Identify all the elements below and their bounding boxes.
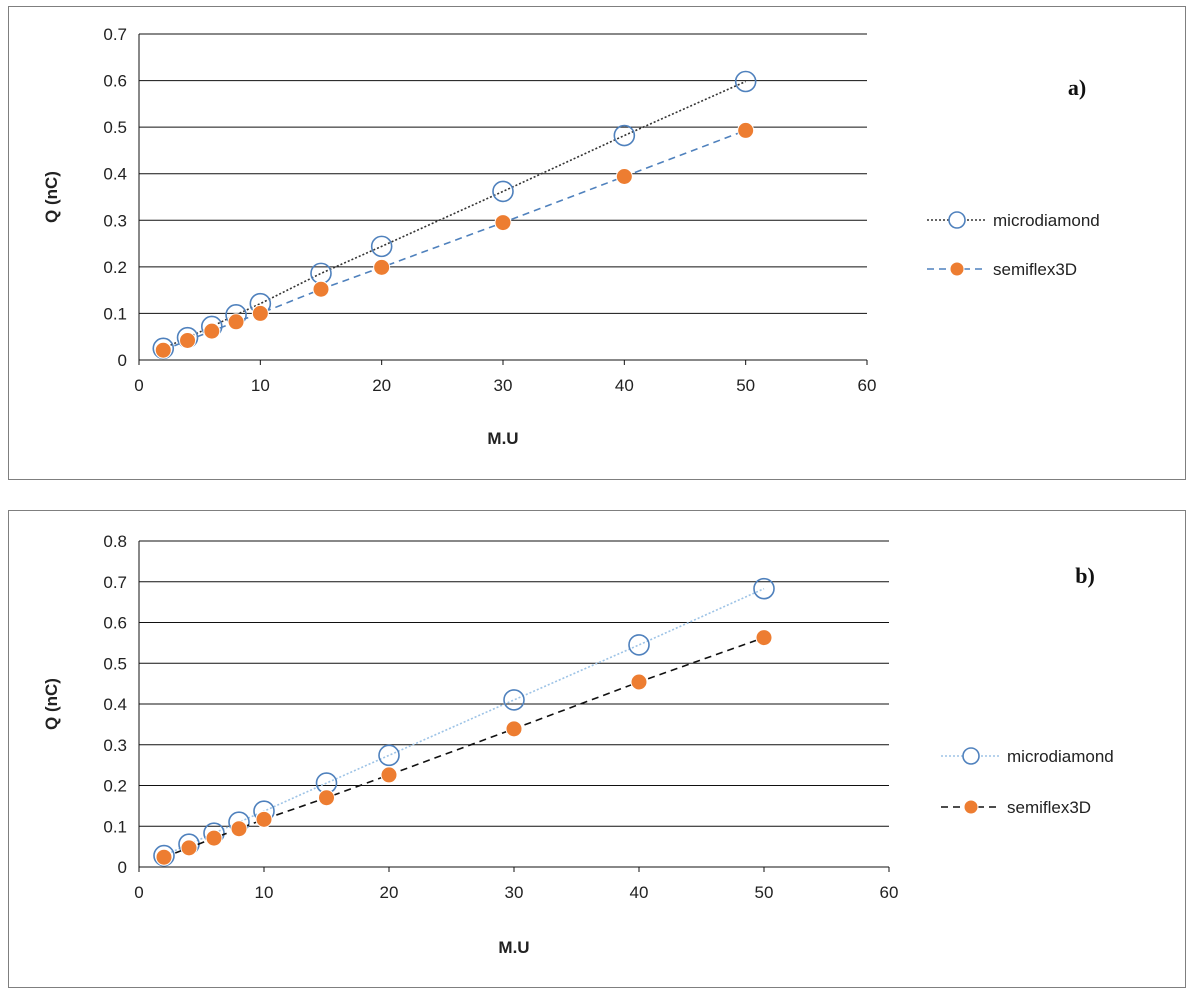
y-tick-label: 0.1 <box>103 817 127 836</box>
data-point-semiflex3D <box>505 720 523 738</box>
x-axis-title: M.U <box>498 938 529 957</box>
data-point-semiflex3D <box>179 331 197 349</box>
panel-label: a) <box>1068 75 1086 100</box>
y-tick-label: 0.6 <box>103 614 127 633</box>
chart-b-svg: 0 0.1 0.2 0.3 0.4 0.5 0.6 0.7 0.8 0 10 20 30 40 50 60 M.… <box>42 532 1114 957</box>
data-point-microdiamond <box>370 235 393 258</box>
data-point-semiflex3D <box>227 313 245 331</box>
legend-label-semiflex3D: semiflex3D <box>1007 798 1091 817</box>
series-line-microdiamond <box>163 587 765 857</box>
y-tick-label: 0.4 <box>103 695 127 714</box>
data-point-semiflex3D <box>755 629 773 647</box>
x-tick-label: 20 <box>372 376 391 395</box>
data-point-semiflex3D <box>255 810 273 828</box>
y-tick-label: 0.8 <box>103 532 127 551</box>
data-point-semiflex3D <box>318 789 335 807</box>
y-tick-label: 0 <box>118 351 127 370</box>
x-tick-label: 50 <box>755 883 774 902</box>
y-tick-label: 0.4 <box>103 165 127 184</box>
data-point-semiflex3D <box>737 121 755 139</box>
legend-label-microdiamond: microdiamond <box>1007 747 1114 766</box>
y-axis-title: Q (nC) <box>42 171 61 223</box>
data-point-microdiamond <box>492 180 514 203</box>
data-point-semiflex3D <box>630 673 648 691</box>
data-point-semiflex3D <box>155 848 173 866</box>
x-tick-label: 0 <box>134 883 143 902</box>
data-point-semiflex3D <box>205 829 223 847</box>
data-point-semiflex3D <box>154 341 172 359</box>
x-tick-label: 10 <box>255 883 274 902</box>
x-tick-label: 20 <box>380 883 399 902</box>
data-point-semiflex3D <box>312 280 330 298</box>
series-line-semiflex3D <box>163 636 765 858</box>
x-tick-label: 30 <box>505 883 524 902</box>
legend-marker-microdiamond <box>962 747 980 765</box>
y-tick-label: 0.2 <box>103 777 127 796</box>
y-tick-label: 0.2 <box>103 258 127 277</box>
y-tick-label: 0.6 <box>103 72 127 91</box>
legend-marker-microdiamond <box>948 211 966 229</box>
x-tick-label: 40 <box>615 376 634 395</box>
data-point-semiflex3D <box>203 322 221 340</box>
x-tick-label: 60 <box>880 883 899 902</box>
data-point-microdiamond <box>503 689 525 711</box>
data-point-microdiamond <box>378 744 400 767</box>
data-point-semiflex3D <box>615 168 633 186</box>
y-tick-label: 0.1 <box>103 304 127 323</box>
chart-a-svg: 0 0.1 0.2 0.3 0.4 0.5 0.6 0.7 0 10 20 30 40 50 60 M.U Q … <box>42 25 1100 448</box>
legend-marker-semiflex3D <box>963 799 979 815</box>
x-tick-label: 10 <box>251 376 270 395</box>
y-tick-label: 0.5 <box>103 118 127 137</box>
data-point-semiflex3D <box>380 766 398 784</box>
chart-panel-a: 0 0.1 0.2 0.3 0.4 0.5 0.6 0.7 0 10 20 30 40 50 60 M.U Q … <box>8 6 1186 480</box>
series-line-semiflex3D <box>162 129 746 351</box>
x-tick-label: 50 <box>736 376 755 395</box>
y-axis-title: Q (nC) <box>42 678 61 730</box>
x-axis-title: M.U <box>487 429 518 448</box>
data-point-semiflex3D <box>494 214 512 232</box>
series-line-microdiamond <box>162 80 746 350</box>
x-tick-label: 0 <box>134 376 143 395</box>
data-point-semiflex3D <box>373 258 391 276</box>
data-point-semiflex3D <box>251 304 269 322</box>
y-tick-label: 0.5 <box>103 654 127 673</box>
chart-panel-b: 0 0.1 0.2 0.3 0.4 0.5 0.6 0.7 0.8 0 10 20 30 40 50 60 M.… <box>8 510 1186 988</box>
x-tick-label: 30 <box>494 376 513 395</box>
legend-label-microdiamond: microdiamond <box>993 211 1100 230</box>
panel-label: b) <box>1075 563 1095 588</box>
data-point-semiflex3D <box>180 839 198 857</box>
x-tick-label: 60 <box>858 376 877 395</box>
legend-label-semiflex3D: semiflex3D <box>993 260 1077 279</box>
y-tick-label: 0 <box>118 858 127 877</box>
y-tick-label: 0.3 <box>103 736 127 755</box>
x-tick-label: 40 <box>630 883 649 902</box>
legend-marker-semiflex3D <box>949 261 965 277</box>
data-point-semiflex3D <box>230 820 248 838</box>
data-point-microdiamond <box>734 70 757 93</box>
data-point-microdiamond <box>753 577 775 600</box>
y-tick-label: 0.7 <box>103 25 127 44</box>
data-point-microdiamond <box>613 124 636 147</box>
y-tick-label: 0.3 <box>103 211 127 230</box>
data-point-microdiamond <box>628 634 650 656</box>
y-tick-label: 0.7 <box>103 573 127 592</box>
